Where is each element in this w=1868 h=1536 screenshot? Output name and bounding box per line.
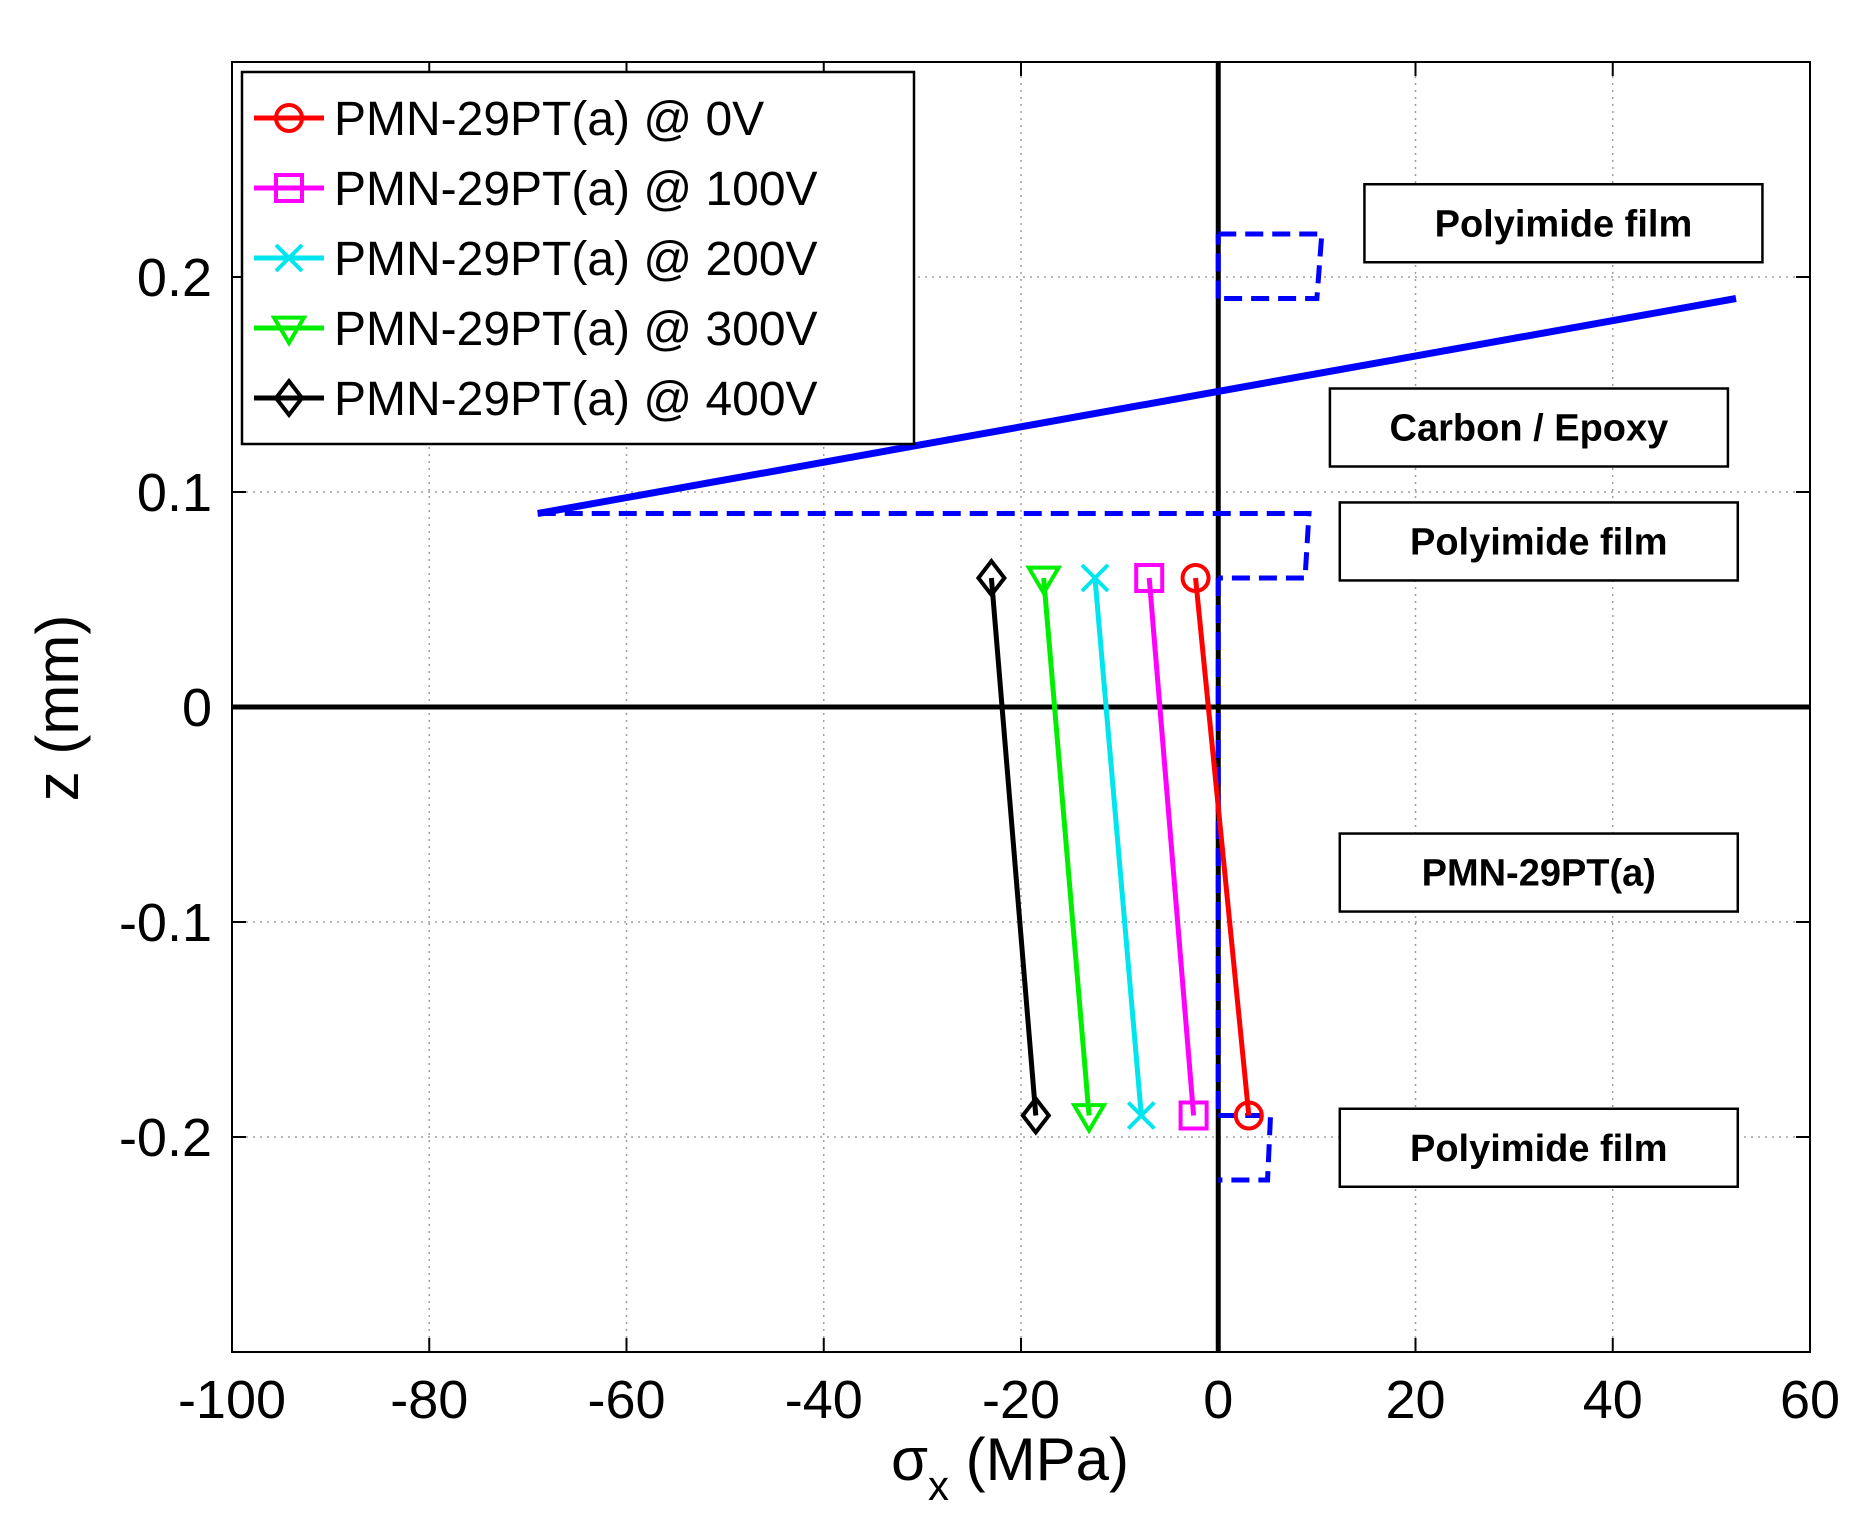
annotation-box — [1338, 832, 1740, 913]
series-4-marker-1 — [1020, 1095, 1052, 1136]
series-0-marker-0 — [1180, 563, 1211, 593]
annotation-label: Polyimide film — [1410, 521, 1668, 563]
legend-swatch-marker — [274, 173, 304, 203]
x-tick-label: -20 — [982, 1370, 1060, 1430]
x-tick-label: 60 — [1780, 1370, 1840, 1430]
y-tick-label: 0 — [182, 678, 212, 738]
annotation-4: Polyimide film — [1338, 1107, 1740, 1188]
annotation-label: Carbon / Epoxy — [1390, 408, 1669, 450]
x-tick-labels: -100 -80 -60 -40 -20 0 20 40 60 — [178, 1370, 1840, 1430]
annotation-box — [1338, 501, 1740, 582]
series-2 — [1080, 563, 1156, 1130]
series-1-marker-0 — [1134, 563, 1165, 593]
legend-entry-2: PMN-29PT(a) @ 200V — [254, 233, 818, 286]
series-3 — [1025, 565, 1108, 1135]
annotation-label: Polyimide film — [1410, 1128, 1668, 1170]
legend-swatch-marker — [273, 377, 305, 419]
legend-entry-0: PMN-29PT(a) @ 0V — [254, 93, 764, 146]
legend-swatch-marker — [274, 243, 304, 273]
y-tick-label: -0.2 — [119, 1108, 212, 1168]
x-tick-label: 40 — [1583, 1370, 1643, 1430]
x-axis-title-unit: (MPa) — [949, 1426, 1129, 1493]
x-axis-title: σx (MPa) — [891, 1426, 1129, 1509]
annotation-label: PMN-29PT(a) — [1422, 853, 1656, 895]
series-line-0 — [1193, 577, 1252, 1116]
blue-stress-profile — [537, 231, 1737, 1183]
series-line-4 — [988, 577, 1039, 1116]
series-0 — [1180, 563, 1264, 1131]
legend-box — [240, 70, 916, 446]
annotation-label: Polyimide film — [1435, 203, 1693, 245]
series-1-marker-1 — [1178, 1100, 1209, 1131]
y-axis-title: z (mm) — [24, 615, 91, 802]
legend-entry-4: PMN-29PT(a) @ 400V — [254, 373, 818, 426]
series-0-marker-1 — [1233, 1100, 1264, 1131]
series-3-marker-1 — [1070, 1103, 1108, 1135]
blue-dashed-segment-0 — [1218, 231, 1325, 301]
y-tick-label: -0.1 — [119, 893, 212, 953]
series-line-3 — [1041, 577, 1092, 1116]
annotation-1: Carbon / Epoxy — [1328, 387, 1730, 468]
annotation-0: Polyimide film — [1363, 183, 1764, 264]
annotation-box — [1338, 1107, 1740, 1188]
y-tick-label: 0.2 — [137, 248, 212, 308]
legend-label: PMN-29PT(a) @ 100V — [334, 163, 818, 216]
x-tick-label: -100 — [178, 1370, 286, 1430]
series-2-marker-0 — [1080, 563, 1110, 593]
layer-annotations: Polyimide film Carbon / Epoxy Polyimide fi… — [1328, 183, 1764, 1188]
series-line-2 — [1092, 577, 1144, 1116]
legend: PMN-29PT(a) @ 0V PMN-29PT(a) @ 100V PMN-29… — [240, 70, 916, 446]
series-2-marker-1 — [1126, 1101, 1156, 1130]
y-tick-label: 0.1 — [137, 463, 212, 523]
blue-dashed-segment-1 — [537, 511, 1312, 581]
legend-swatch-marker — [270, 315, 308, 347]
y-tick-labels: -0.2 -0.1 0 0.1 0.2 — [119, 248, 212, 1168]
x-axis-title-symbol: σ — [891, 1426, 928, 1493]
series-3-marker-0 — [1025, 565, 1063, 597]
annotation-3: PMN-29PT(a) — [1338, 832, 1740, 913]
blue-dashed-segment-3 — [1218, 1113, 1274, 1183]
legend-label: PMN-29PT(a) @ 0V — [334, 93, 764, 146]
x-tick-label: -40 — [785, 1370, 863, 1430]
series-lines — [975, 557, 1264, 1136]
legend-entry-3: PMN-29PT(a) @ 300V — [254, 303, 818, 356]
x-tick-label: -60 — [587, 1370, 665, 1430]
series-4-marker-0 — [975, 557, 1007, 599]
x-tick-label: 20 — [1385, 1370, 1445, 1430]
series-4 — [975, 557, 1052, 1136]
series-1 — [1134, 563, 1209, 1131]
tick-marks — [231, 62, 1811, 1352]
series-line-1 — [1146, 577, 1197, 1116]
annotation-2: Polyimide film — [1338, 501, 1740, 582]
x-tick-label: 0 — [1203, 1370, 1233, 1430]
x-axis-title-subscript: x — [928, 1462, 949, 1509]
legend-swatch-marker — [274, 103, 304, 133]
annotation-box — [1363, 183, 1764, 264]
blue-solid-line — [537, 295, 1737, 517]
legend-label: PMN-29PT(a) @ 400V — [334, 373, 818, 426]
legend-label: PMN-29PT(a) @ 200V — [334, 233, 818, 286]
zero-axes — [232, 62, 1810, 1352]
legend-entry-1: PMN-29PT(a) @ 100V — [254, 163, 818, 216]
legend-label: PMN-29PT(a) @ 300V — [334, 303, 818, 356]
x-tick-label: -80 — [390, 1370, 468, 1430]
annotation-box — [1328, 387, 1730, 468]
